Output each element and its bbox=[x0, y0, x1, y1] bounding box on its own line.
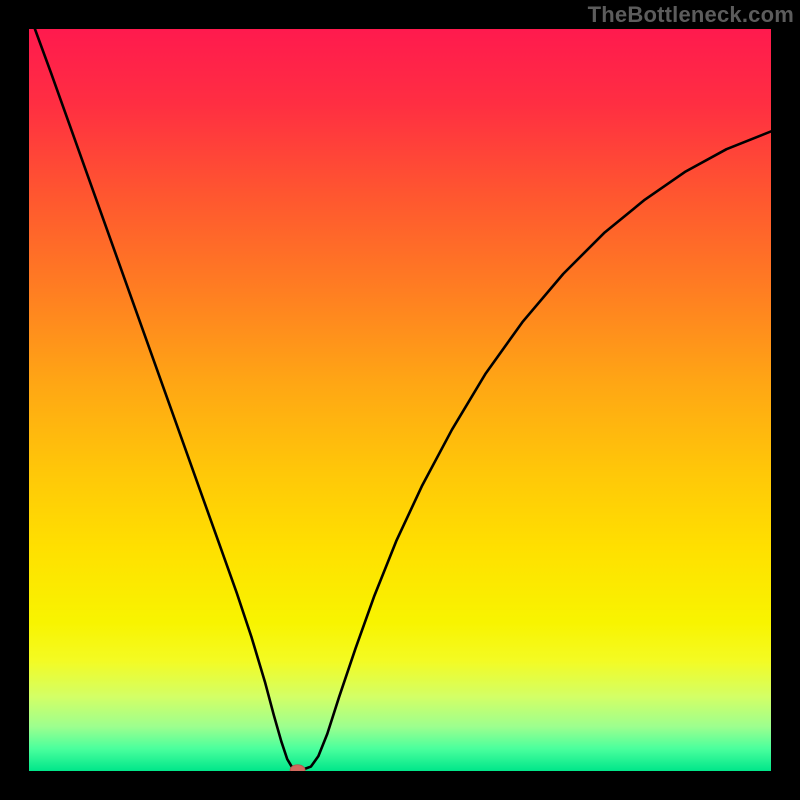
bottleneck-chart bbox=[0, 0, 800, 800]
watermark-text: TheBottleneck.com bbox=[588, 2, 794, 28]
chart-container: TheBottleneck.com bbox=[0, 0, 800, 800]
chart-plot-area bbox=[29, 29, 771, 771]
